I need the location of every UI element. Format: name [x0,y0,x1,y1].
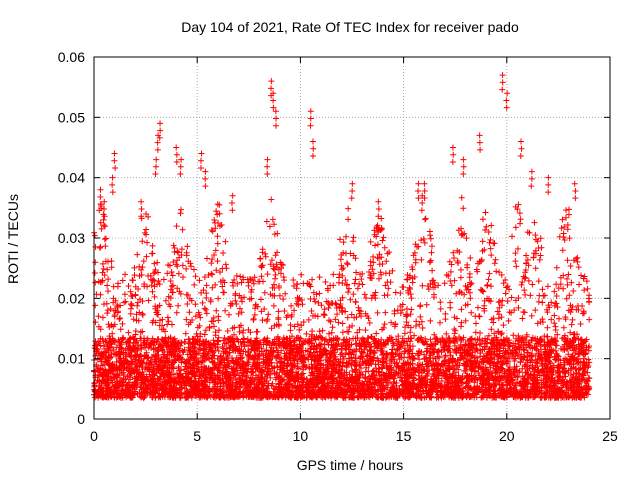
data-point [486,239,493,246]
data-point [190,266,197,273]
data-point [525,349,532,356]
data-point [212,281,219,288]
data-point [284,363,291,370]
data-point [236,305,243,312]
data-point [484,282,491,289]
data-point [188,263,195,270]
chart-title: Day 104 of 2021, Rate Of TEC Index for r… [181,19,519,35]
data-point [174,248,181,255]
data-point [447,304,454,311]
data-point [117,315,124,322]
data-point [551,288,558,295]
data-point [177,210,184,217]
data-point [232,297,239,304]
data-point [346,324,353,331]
data-point [366,319,373,326]
data-point [134,251,141,258]
data-point [343,282,350,289]
data-point [553,264,560,271]
data-point [100,222,107,229]
data-point [280,274,287,281]
data-point [456,249,463,256]
data-point [437,299,444,306]
data-point [451,365,458,372]
data-point [350,291,357,298]
data-point [524,256,531,263]
x-axis-label: GPS time / hours [297,457,404,473]
data-point [488,222,495,229]
data-point [201,331,208,338]
data-point [98,225,105,232]
data-point [376,275,383,282]
data-point [262,250,269,257]
data-point [296,326,303,333]
data-point [308,308,315,315]
data-point [183,291,190,298]
data-point [270,281,277,288]
data-point [97,219,104,226]
data-point [139,238,146,245]
data-point [402,324,409,331]
data-point [548,316,555,323]
y-axis-label: ROTI / TECUs [5,194,21,284]
data-point [321,306,328,313]
data-point [138,266,145,273]
data-point [316,290,323,297]
data-point [362,295,369,302]
data-point [224,328,231,335]
data-point [267,374,274,381]
data-point [483,223,490,230]
data-point [361,291,368,298]
data-point [522,291,529,298]
data-point [357,271,364,278]
data-point [369,266,376,273]
data-point [294,321,301,328]
data-point [391,310,398,317]
data-point [130,316,137,323]
data-point [447,299,454,306]
data-point [402,348,409,355]
data-point [518,281,525,288]
data-point [399,339,406,346]
data-point [100,265,107,272]
data-point [344,260,351,267]
data-point [182,330,189,337]
data-point [451,330,458,337]
data-point [95,313,102,320]
data-point [531,219,538,226]
data-points [91,72,593,401]
data-point [169,272,176,279]
data-point [516,210,523,217]
data-point [370,259,377,266]
data-point [367,238,374,245]
data-point [535,298,542,305]
data-point [539,299,546,306]
data-point [511,307,518,314]
data-point [145,297,152,304]
data-point [548,299,555,306]
data-point [420,235,427,242]
data-point [438,378,445,385]
data-point [300,319,307,325]
data-point [272,252,279,259]
data-point [467,255,474,262]
data-point [447,268,454,275]
data-point [201,305,208,312]
data-point [139,298,146,305]
data-point [269,216,276,223]
data-point [127,288,134,295]
data-point [427,235,434,242]
data-point [269,284,276,291]
data-point [472,329,479,336]
data-point [215,327,222,334]
data-point [102,243,109,250]
data-point [354,285,361,292]
data-point [544,324,551,331]
data-point [170,242,177,249]
data-point [261,289,268,296]
